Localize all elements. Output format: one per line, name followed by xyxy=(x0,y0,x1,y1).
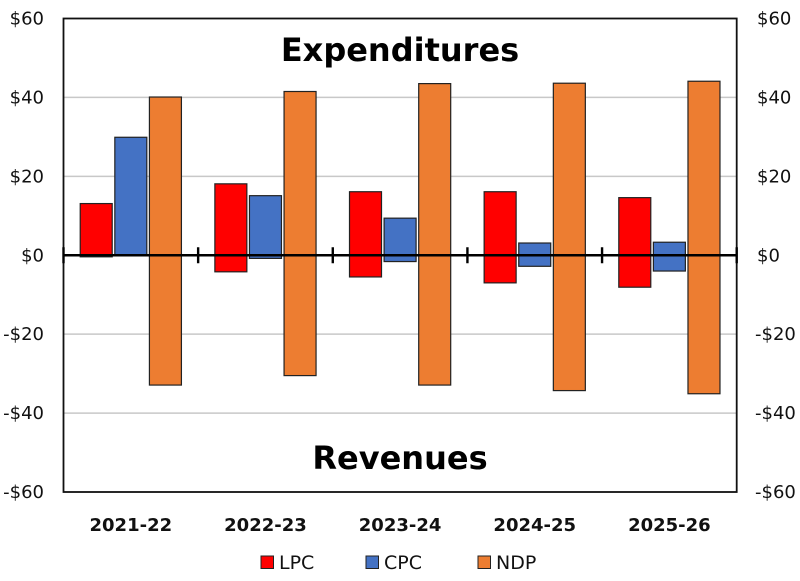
expenditures-annotation: Expenditures xyxy=(281,31,519,69)
bar-ndp-revenue xyxy=(552,254,586,392)
bar-cpc-expenditure xyxy=(248,195,283,256)
y-tick-label-left: $60 xyxy=(10,9,44,30)
legend-swatch-ndp xyxy=(477,555,491,569)
bar-lpc-revenue xyxy=(348,254,383,278)
y-axis-right-labels: $60 $40 $20 $0 -$20 -$40 -$60 xyxy=(755,9,796,504)
bar-lpc-revenue xyxy=(483,254,517,284)
y-tick-label-right: $60 xyxy=(757,9,791,30)
legend: LPC CPC NDP xyxy=(260,552,536,574)
y-tick-label-left: -$60 xyxy=(3,482,44,503)
bar-lpc-expenditure xyxy=(483,191,517,256)
legend-swatch-lpc xyxy=(260,555,274,569)
bar-ndp-revenue xyxy=(418,254,452,386)
axes xyxy=(62,17,738,493)
bar-lpc-expenditure xyxy=(214,183,248,256)
y-tick-label-right: -$60 xyxy=(755,482,796,503)
bar-cpc-expenditure xyxy=(652,241,686,256)
bar-ndp-expenditure xyxy=(418,83,452,256)
y-axis-left-labels: $60 $40 $20 $0 -$20 -$40 -$60 xyxy=(3,9,44,504)
y-tick-label-right: $40 xyxy=(757,87,791,108)
x-category-label: 2021-22 xyxy=(90,515,173,536)
x-category-label: 2025-26 xyxy=(628,515,711,536)
y-tick-label-right: $20 xyxy=(757,166,791,187)
x-axis-labels: 2021-22 2022-23 2023-24 2024-25 2025-26 xyxy=(90,515,711,536)
x-category-label: 2022-23 xyxy=(224,515,307,536)
bar-ndp-expenditure xyxy=(552,82,586,256)
bar-ndp-revenue xyxy=(687,254,721,395)
bar-cpc-expenditure xyxy=(518,242,552,256)
bar-lpc-revenue xyxy=(618,254,652,288)
y-tick-label-left: -$40 xyxy=(3,403,44,424)
bar-ndp-expenditure xyxy=(283,90,317,256)
bar-lpc-expenditure xyxy=(348,191,383,256)
bar-ndp-revenue xyxy=(148,254,183,386)
y-tick-label-right: -$40 xyxy=(755,403,796,424)
bar-ndp-revenue xyxy=(283,254,317,377)
y-tick-label-left: $40 xyxy=(10,87,44,108)
bar-cpc-expenditure xyxy=(383,217,417,256)
y-tick-label-left: $20 xyxy=(10,166,44,187)
legend-swatch-cpc xyxy=(365,555,379,569)
y-tick-label-left: $0 xyxy=(21,245,44,266)
bar-cpc-revenue xyxy=(652,254,686,272)
bar-ndp-expenditure xyxy=(687,80,721,256)
x-category-label: 2024-25 xyxy=(493,515,576,536)
bar-cpc-expenditure xyxy=(114,136,148,256)
x-category-label: 2023-24 xyxy=(359,515,442,536)
legend-label-cpc: CPC xyxy=(384,552,422,574)
revenues-annotation: Revenues xyxy=(312,439,487,477)
bar-lpc-expenditure xyxy=(79,202,113,256)
y-tick-label-right: -$20 xyxy=(755,324,796,345)
y-tick-label-left: -$20 xyxy=(3,324,44,345)
bar-cpc-revenue xyxy=(518,254,552,267)
bar-lpc-revenue xyxy=(214,254,248,273)
y-tick-label-right: $0 xyxy=(757,245,780,266)
bars xyxy=(79,80,721,395)
legend-label-lpc: LPC xyxy=(279,552,314,574)
bar-ndp-expenditure xyxy=(148,96,183,256)
bar-lpc-expenditure xyxy=(618,197,652,256)
legend-label-ndp: NDP xyxy=(496,552,536,574)
